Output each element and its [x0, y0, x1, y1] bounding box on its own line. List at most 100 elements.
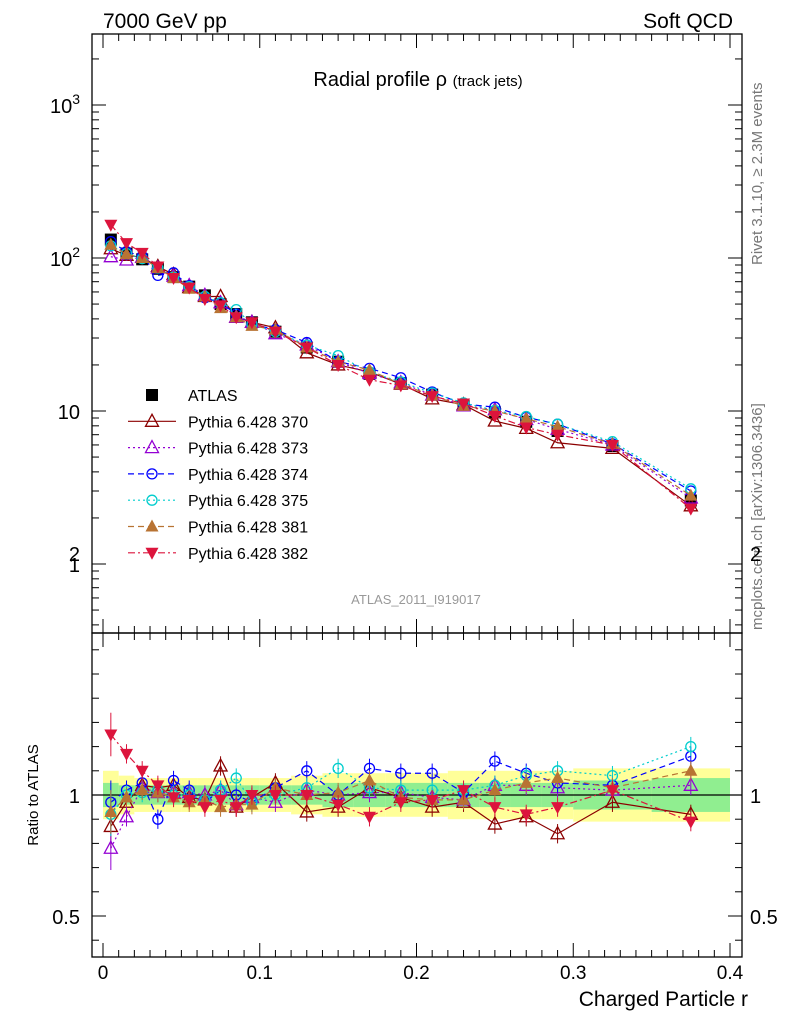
- data-point: [245, 317, 259, 330]
- data-point: [182, 282, 196, 295]
- legend-marker: [146, 468, 158, 480]
- ratio-point: [489, 755, 501, 767]
- ratio-point: [394, 797, 408, 810]
- ratio-point: [214, 794, 228, 807]
- ratio-point: [118, 808, 135, 823]
- ratio-point: [519, 775, 533, 788]
- x-tick-label: 0.1: [247, 963, 273, 984]
- data-point: [331, 359, 345, 372]
- y-tick-label-right: 2: [750, 544, 761, 566]
- data-point: [549, 434, 566, 449]
- legend-label: Pythia 6.428 374: [188, 467, 308, 484]
- series-line: [110, 256, 692, 499]
- data-point: [104, 219, 118, 232]
- legend: ATLAS Pythia 6.428 370 Pythia 6.428 373 Pyt…: [128, 388, 308, 563]
- data-point: [551, 419, 565, 432]
- data-point: [300, 342, 314, 355]
- ratio-point: [103, 839, 119, 854]
- top-panel-axes: 1 10 102 103: [50, 33, 743, 634]
- ratio-point: [362, 811, 376, 824]
- y-tick-label: 1: [69, 786, 80, 808]
- ratio-point: [135, 765, 149, 778]
- x-tick-label: 0.4: [717, 963, 744, 984]
- ratio-point: [605, 785, 619, 798]
- legend-label: Pythia 6.428 375: [188, 493, 308, 510]
- mcplots-label: mcplots.cern.ch [arXiv:1306.3436]: [749, 403, 766, 630]
- ratio-series-5: [104, 712, 698, 832]
- data-point: [103, 248, 119, 263]
- data-point: [519, 411, 533, 424]
- x-tick-label: 0.2: [403, 963, 429, 984]
- data-point: [120, 238, 134, 251]
- data-point: [167, 273, 181, 286]
- ratio-line: [110, 755, 692, 821]
- ratio-point: [362, 773, 376, 786]
- data-point: [457, 398, 471, 411]
- ratio-point: [230, 772, 242, 784]
- ratio-line: [110, 734, 692, 823]
- legend-marker: [146, 389, 158, 401]
- ratio-point: [198, 802, 212, 815]
- legend-marker: [145, 547, 159, 560]
- data-point: [362, 374, 376, 387]
- ratio-point: [245, 790, 259, 802]
- ratio-point: [120, 748, 134, 761]
- y-tick-label-right: 1: [750, 786, 761, 808]
- legend-label: Pythia 6.428 373: [188, 441, 308, 458]
- ratio-point: [267, 793, 284, 808]
- ratio-point: [683, 776, 699, 791]
- ratio-point: [426, 767, 438, 779]
- y-tick-label: 1: [69, 555, 80, 577]
- ratio-point: [685, 740, 697, 753]
- ratio-line: [110, 770, 691, 813]
- analysis-id: ATLAS_2011_I919017: [351, 592, 481, 607]
- top-panel-series: [103, 219, 699, 516]
- legend-label: Pythia 6.428 382: [188, 546, 308, 563]
- ratio-point: [457, 785, 471, 798]
- data-point: [487, 412, 503, 427]
- x-axis-label: Charged Particle r: [579, 988, 748, 1011]
- data-point: [362, 363, 376, 376]
- ratio-point: [488, 802, 502, 815]
- ratio-point: [332, 762, 344, 775]
- legend-entry: Pythia 6.428 370: [128, 412, 308, 431]
- series-5: [104, 237, 698, 501]
- ratio-point: [104, 729, 118, 742]
- ratio-ylabel: Ratio to ATLAS: [25, 744, 42, 845]
- data-point: [605, 439, 619, 452]
- y-tick-label: 103: [50, 91, 80, 118]
- ratio-point: [135, 783, 149, 796]
- ratio-point: [551, 771, 565, 784]
- legend-entry: Pythia 6.428 381: [128, 519, 308, 537]
- data-point: [229, 312, 243, 325]
- ratio-point: [331, 799, 345, 812]
- ratio-point: [331, 785, 345, 798]
- y-tick-label: 102: [50, 244, 80, 271]
- ratio-point: [268, 790, 282, 802]
- series-line: [110, 241, 692, 492]
- ratio-line: [110, 764, 691, 835]
- ratio-panel-axes: 0 0.1 0.2 0.3 0.40.5 0.51 12 2: [52, 544, 778, 984]
- legend-entry: Pythia 6.428 373: [128, 439, 308, 458]
- y-tick-label: 2: [69, 544, 80, 566]
- legend-label: Pythia 6.428 381: [188, 520, 308, 537]
- top-frame: [91, 33, 743, 634]
- ratio-point: [551, 802, 565, 815]
- legend-entry: Pythia 6.428 382: [128, 546, 308, 563]
- data-point: [214, 300, 228, 313]
- data-point: [488, 410, 502, 423]
- ratio-point: [549, 825, 566, 840]
- ratio-point: [299, 803, 315, 818]
- ratio-point: [424, 798, 440, 813]
- y-tick-label: 0.5: [52, 907, 80, 929]
- ratio-point: [395, 767, 407, 779]
- header-right: Soft QCD: [643, 10, 733, 33]
- ratio-point: [684, 816, 698, 829]
- ratio-point: [488, 783, 502, 796]
- ratio-point: [182, 794, 196, 807]
- ratio-point: [152, 813, 164, 825]
- ratio-point: [104, 804, 118, 817]
- chart-title-sub: (track jets): [453, 73, 523, 90]
- data-point: [394, 380, 408, 393]
